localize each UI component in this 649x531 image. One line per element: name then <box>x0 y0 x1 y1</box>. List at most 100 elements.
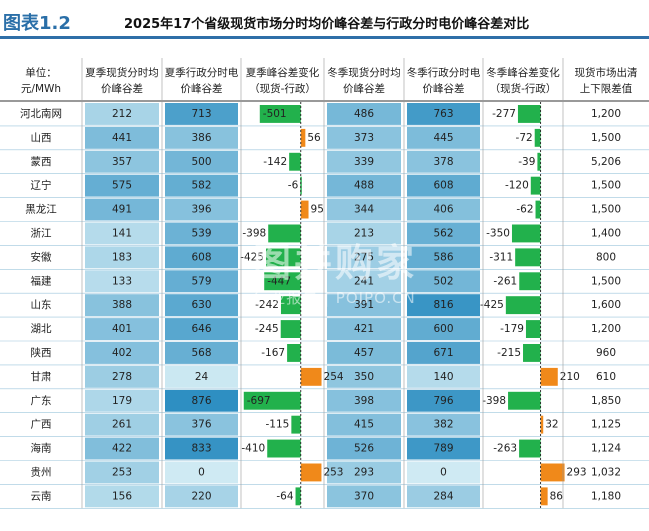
heat-cell-value: 261 <box>112 419 132 431</box>
heat-cell <box>407 461 480 484</box>
negative-diff-bar <box>264 272 301 291</box>
heat-cell <box>327 150 401 173</box>
negative-diff-bar <box>295 487 301 506</box>
positive-diff-bar <box>540 487 548 506</box>
heat-cell <box>165 342 238 364</box>
heat-cell <box>165 461 238 484</box>
heat-cell <box>165 246 238 269</box>
clearing-limit-value: 1,400 <box>591 227 621 239</box>
heat-cell-value: 241 <box>354 275 374 287</box>
row-label: 陕西 <box>31 346 52 359</box>
heat-cell-value: 415 <box>354 419 374 431</box>
column-header-line1: 单位： <box>25 66 57 79</box>
heat-cell <box>407 365 480 388</box>
diff-bar-label: 56 <box>307 132 321 144</box>
heat-cell <box>407 270 480 293</box>
heat-cell-value: 441 <box>112 132 132 144</box>
row-label: 甘肃 <box>31 370 52 383</box>
heat-cell <box>85 126 159 149</box>
page-title: 2025年17个省级现货市场分时均价峰谷差与行政分时电价峰谷差对比 <box>124 17 530 32</box>
heat-cell-value: 713 <box>191 108 211 120</box>
row-label: 山东 <box>31 298 52 311</box>
heat-cell-value: 350 <box>354 371 374 383</box>
negative-diff-bar <box>525 320 541 338</box>
heat-cell-value: 179 <box>112 395 132 407</box>
heat-cell <box>85 342 159 364</box>
diff-bar-label: -261 <box>493 275 517 287</box>
heat-cell-value: 579 <box>191 275 211 287</box>
heat-cell-value: 401 <box>112 323 132 335</box>
heat-cell <box>165 365 238 388</box>
clearing-limit-value: 5,206 <box>591 156 621 168</box>
row-label: 广西 <box>31 419 52 431</box>
diff-bar-label: -245 <box>255 323 279 335</box>
heat-cell-value: 213 <box>354 227 374 239</box>
heat-cell-value: 382 <box>433 419 453 431</box>
column-header-line1: 冬季现货分时均 <box>327 66 401 79</box>
diff-bar-label: 210 <box>560 371 580 383</box>
diff-bar-label: -425 <box>240 251 264 263</box>
diff-bar-label: -62 <box>516 204 533 216</box>
negative-diff-bar <box>243 391 301 410</box>
positive-diff-bar <box>300 367 322 386</box>
heat-cell-value: 526 <box>354 443 374 455</box>
row-label: 福建 <box>31 274 52 287</box>
clearing-limit-value: 1,500 <box>591 204 621 216</box>
diff-bar-label: -215 <box>497 347 521 359</box>
positive-diff-bar <box>540 367 558 386</box>
clearing-limit-value: 1,032 <box>591 466 621 478</box>
column-header-line2: 价峰谷差 <box>343 82 385 95</box>
negative-diff-bar <box>280 296 301 315</box>
diff-bar-label: 253 <box>323 466 343 478</box>
heat-cell-value: 421 <box>354 323 374 335</box>
heat-cell-value: 539 <box>191 227 211 239</box>
row-label: 蒙西 <box>31 155 52 168</box>
heat-cell-value: 422 <box>112 443 132 455</box>
diff-bar-label: -263 <box>493 443 517 455</box>
heat-cell-value: 630 <box>191 299 211 311</box>
heat-cell <box>165 126 238 149</box>
negative-diff-bar <box>511 224 541 243</box>
heat-cell <box>85 389 159 412</box>
heat-cell-value: 500 <box>191 156 211 168</box>
diff-bar-label: -697 <box>247 395 271 407</box>
diff-bar-label: 95 <box>311 204 324 216</box>
row-label: 海南 <box>31 442 52 455</box>
heat-cell-value: 0 <box>198 466 205 478</box>
figure-label: 图表1.2 <box>3 13 71 34</box>
heat-cell-value: 582 <box>191 180 211 192</box>
heat-cell <box>327 389 401 412</box>
diff-bar-label: -120 <box>505 180 529 192</box>
diff-bar-label: -179 <box>500 323 524 335</box>
heat-cell-value: 398 <box>354 395 374 407</box>
negative-diff-bar <box>300 176 302 195</box>
diff-bar-label: 293 <box>567 466 587 478</box>
heat-cell-value: 562 <box>433 227 453 239</box>
heat-cell <box>407 246 480 269</box>
negative-diff-bar <box>267 439 301 458</box>
heat-cell-value: 491 <box>112 204 132 216</box>
diff-bar-label: -501 <box>263 108 287 120</box>
negative-diff-bar <box>515 248 541 267</box>
heat-cell <box>165 485 238 508</box>
heat-cell <box>165 150 238 173</box>
column-header-line2: 价峰谷差 <box>423 82 465 95</box>
row-label: 贵州 <box>31 465 52 478</box>
heat-cell <box>85 365 159 388</box>
heat-cell-value: 24 <box>195 371 209 383</box>
heat-cell <box>85 246 159 269</box>
heat-cell <box>327 126 401 149</box>
heat-cell-value: 293 <box>354 466 374 478</box>
column-header-line1: 夏季行政分时电 <box>165 66 239 79</box>
column-header-line2: 上下限差值 <box>580 82 633 95</box>
heat-cell-value: 183 <box>112 251 132 263</box>
heat-cell <box>85 270 159 293</box>
heat-cell <box>165 103 238 125</box>
heat-cell-value: 671 <box>433 347 453 359</box>
heat-cell <box>165 222 238 245</box>
heat-cell-value: 488 <box>354 180 374 192</box>
heat-cell-value: 140 <box>433 371 453 383</box>
positive-diff-bar <box>300 200 309 219</box>
negative-diff-bar <box>280 320 301 338</box>
heat-cell <box>85 174 159 197</box>
